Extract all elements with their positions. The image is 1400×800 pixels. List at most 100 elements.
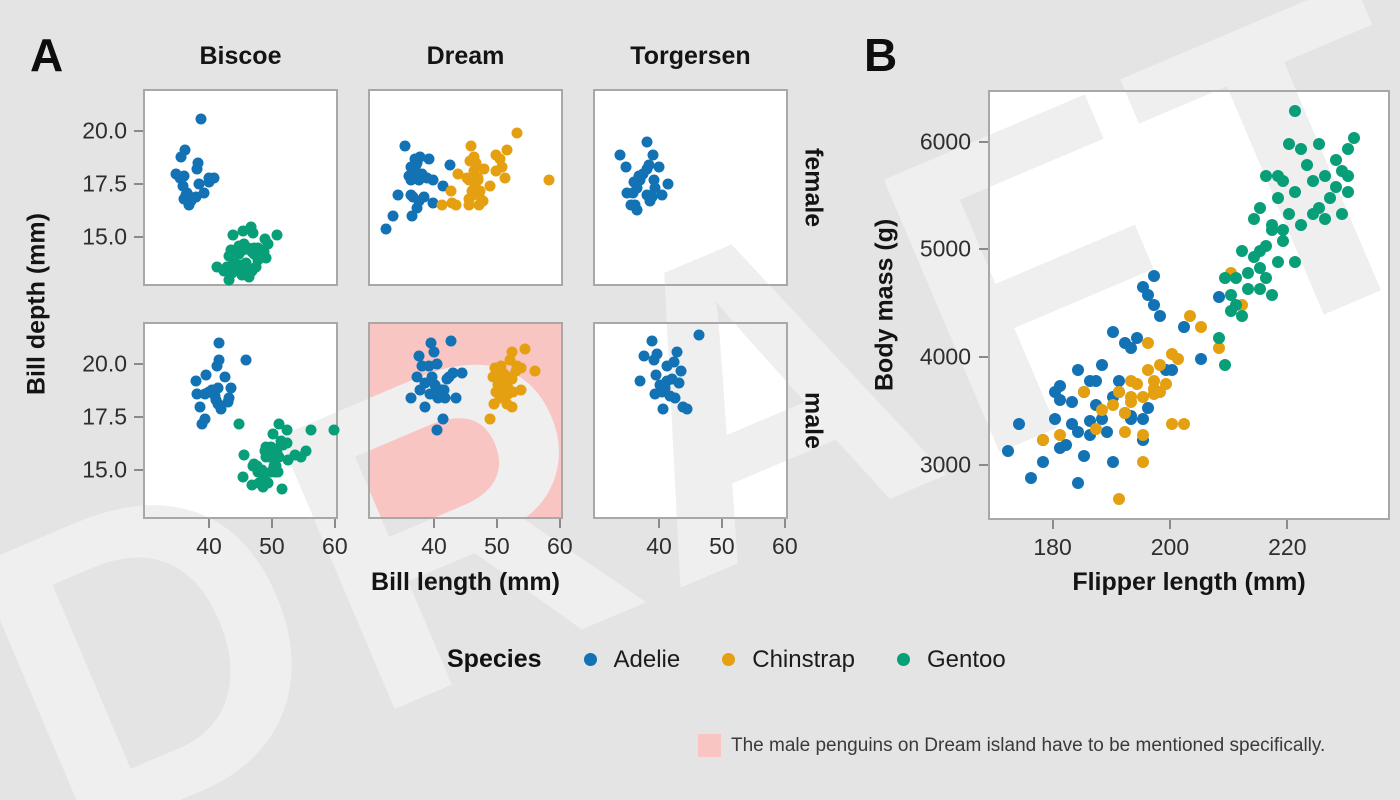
y-tick-label: 15.0 [82, 456, 127, 483]
data-point-chinstrap [1089, 423, 1102, 436]
data-point-adelie [673, 377, 685, 389]
data-point-adelie [656, 189, 668, 201]
data-point-chinstrap [492, 379, 504, 391]
data-point-adelie [211, 360, 223, 372]
data-point-adelie [423, 153, 435, 165]
data-point-chinstrap [470, 157, 482, 169]
data-point-adelie [1195, 353, 1208, 366]
data-point-adelie [416, 360, 428, 372]
data-point-adelie [439, 392, 451, 404]
data-point-chinstrap [1142, 337, 1155, 350]
data-point-gentoo [276, 483, 288, 495]
data-point-adelie [405, 392, 417, 404]
data-point-adelie [392, 189, 404, 201]
data-point-adelie [614, 149, 626, 161]
data-point-adelie [191, 388, 203, 400]
data-point-gentoo [252, 254, 264, 266]
data-point-chinstrap [463, 199, 475, 211]
data-point-adelie [1107, 455, 1120, 468]
data-point-adelie [213, 354, 225, 366]
facet-panel-biscoe-male [143, 322, 340, 519]
data-point-adelie [194, 401, 206, 413]
x-tick-mark [333, 519, 336, 528]
data-point-gentoo [1248, 250, 1261, 263]
data-point-gentoo [1224, 288, 1237, 301]
x-tick-label: 50 [484, 533, 510, 559]
data-point-chinstrap [1154, 358, 1167, 371]
data-point-gentoo [281, 424, 293, 436]
data-point-gentoo [295, 451, 307, 463]
data-point-gentoo [227, 229, 239, 241]
data-point-adelie [1148, 269, 1161, 282]
data-point-gentoo [265, 466, 277, 478]
x-tick-mark [558, 519, 561, 528]
data-point-adelie [429, 379, 441, 391]
facet-bg-dream-male [368, 322, 563, 519]
data-point-chinstrap [1130, 377, 1143, 390]
x-tick-label: 50 [709, 533, 735, 559]
data-point-gentoo [1253, 202, 1266, 215]
facet-bg-dream-female [368, 89, 563, 286]
data-point-adelie [662, 178, 674, 190]
data-point-gentoo [1330, 153, 1343, 166]
data-point-chinstrap [1148, 388, 1161, 401]
data-point-adelie [175, 151, 187, 163]
data-point-chinstrap [1136, 428, 1149, 441]
facet-bg-torgersen-male [593, 322, 788, 519]
data-point-gentoo [1277, 234, 1290, 247]
data-point-adelie [1066, 417, 1079, 430]
x-tick-mark [720, 519, 723, 528]
data-point-chinstrap [543, 174, 555, 186]
data-point-gentoo [1347, 132, 1360, 145]
strip-label-male: male [799, 392, 828, 449]
data-point-adelie [413, 174, 425, 186]
data-point-adelie [668, 356, 680, 368]
y-tick-label: 3000 [919, 451, 971, 478]
legend-title: Species [447, 645, 542, 673]
data-point-adelie [409, 153, 421, 165]
data-point-adelie [190, 375, 202, 387]
data-point-adelie [198, 187, 209, 199]
data-point-adelie [178, 170, 190, 182]
data-point-gentoo [1341, 186, 1354, 199]
data-point-gentoo [1289, 256, 1302, 269]
data-point-gentoo [1289, 186, 1302, 199]
data-point-chinstrap [1165, 347, 1178, 360]
data-point-gentoo [254, 466, 266, 478]
data-point-chinstrap [488, 398, 500, 410]
data-point-adelie [1072, 477, 1085, 490]
data-point-chinstrap [468, 151, 480, 163]
facet-panel-dream-female [368, 89, 563, 286]
data-point-gentoo [262, 477, 274, 489]
data-point-gentoo [238, 238, 250, 250]
data-point-adelie [648, 354, 659, 366]
data-point-adelie [177, 180, 189, 192]
data-point-gentoo [1259, 170, 1272, 183]
data-point-chinstrap [1118, 407, 1131, 420]
data-point-adelie [1048, 385, 1061, 398]
data-point-adelie [212, 382, 224, 394]
data-point-adelie [432, 392, 444, 404]
data-point-adelie [621, 187, 633, 199]
data-point-adelie [641, 136, 653, 148]
data-point-adelie [653, 161, 665, 173]
highlight-swatch [698, 734, 721, 757]
data-point-chinstrap [490, 149, 502, 161]
data-point-gentoo [270, 460, 282, 472]
data-point-adelie [380, 223, 392, 235]
species-legend: Species Adelie Chinstrap Gentoo [447, 645, 1006, 674]
data-point-chinstrap [511, 127, 523, 139]
data-point-chinstrap [478, 163, 490, 175]
data-point-adelie [203, 386, 215, 398]
data-point-gentoo [258, 246, 270, 258]
data-point-adelie [1013, 417, 1026, 430]
data-point-adelie [1036, 455, 1049, 468]
facet-panel-dream-male [368, 322, 563, 519]
data-point-gentoo [238, 449, 250, 461]
data-point-gentoo [237, 244, 249, 256]
data-point-adelie [425, 337, 437, 349]
data-point-adelie [418, 191, 430, 203]
data-point-chinstrap [495, 360, 507, 372]
data-point-gentoo [1218, 272, 1231, 285]
